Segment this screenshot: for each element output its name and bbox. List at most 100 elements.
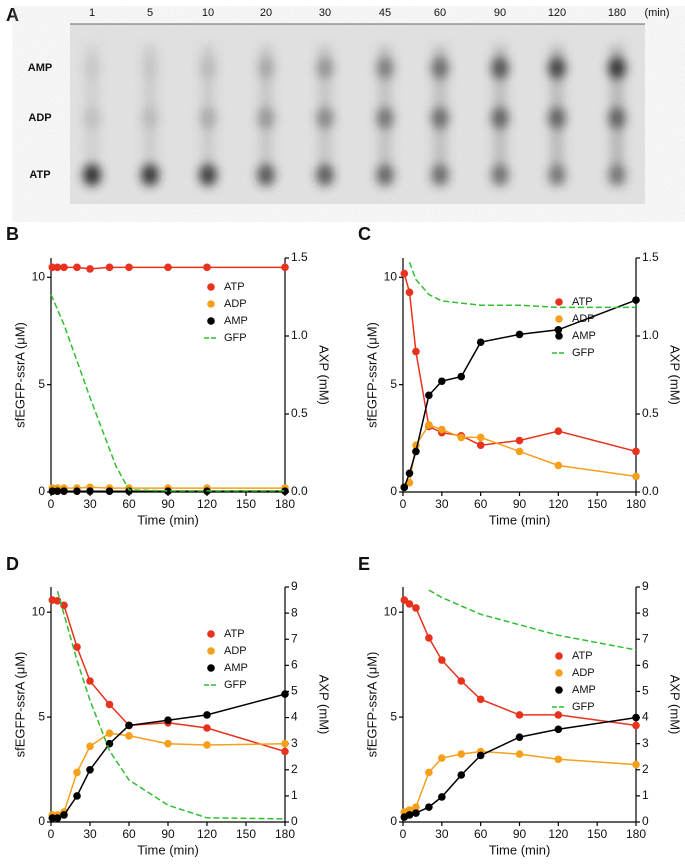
marker [105, 263, 114, 272]
legend-swatch [207, 300, 215, 308]
legend-swatch [555, 669, 563, 677]
y2-tick-label: 6 [291, 658, 298, 672]
legend-label: AMP [224, 315, 248, 327]
y2-tick-label: 0.0 [291, 484, 308, 498]
marker [405, 478, 414, 487]
x-axis-label: Time (min) [489, 512, 551, 527]
legend-label: AMP [224, 662, 248, 674]
marker [48, 487, 57, 496]
marker [48, 814, 57, 822]
legend-swatch [207, 664, 215, 672]
marker [554, 725, 563, 734]
x-tick-label: 150 [236, 497, 256, 511]
marker [73, 263, 81, 272]
x-tick-label: 0 [48, 827, 55, 841]
y-axis-label: sfEGFP-ssrA (μM) [364, 652, 379, 758]
marker [60, 263, 68, 272]
band-spot [431, 107, 449, 129]
y2-tick-label: 1.0 [642, 328, 659, 342]
y-axis-label: sfEGFP-ssrA (μM) [12, 652, 27, 758]
marker [405, 600, 414, 608]
marker [203, 263, 211, 272]
y-tick-label: 5 [38, 377, 45, 391]
y2-tick-label: 0.5 [291, 406, 308, 420]
legend-swatch [207, 283, 215, 291]
y2-tick-label: 2 [642, 762, 649, 776]
legend-label: ADP [224, 298, 247, 310]
y-tick-label: 0 [38, 814, 45, 828]
lane-label: 60 [434, 7, 446, 19]
marker [457, 433, 466, 442]
y-tick-label: 5 [390, 709, 397, 723]
marker [164, 263, 172, 272]
y2-tick-label: 4 [642, 710, 649, 724]
marker [515, 711, 524, 719]
x-tick-label: 30 [83, 497, 97, 511]
x-tick-label: 90 [513, 827, 527, 841]
y2-tick-label: 9 [642, 579, 649, 593]
marker [164, 487, 172, 496]
marker [476, 433, 485, 442]
marker [457, 771, 466, 779]
marker [60, 601, 68, 610]
marker [632, 472, 640, 481]
y-tick-label: 5 [38, 709, 45, 723]
y2-tick-label: 6 [642, 658, 649, 672]
x-tick-label: 150 [587, 827, 607, 841]
band-spot [608, 164, 626, 186]
dashed-line [408, 262, 636, 309]
band-spot [608, 107, 626, 129]
marker [53, 814, 62, 822]
marker [425, 421, 433, 429]
marker [476, 338, 485, 347]
legend-label: ATP [572, 296, 593, 308]
marker [554, 461, 563, 470]
marker [405, 288, 414, 297]
panel-label: D [6, 554, 19, 574]
y-tick-label: 10 [384, 604, 398, 618]
marker [400, 269, 409, 278]
marker [53, 597, 62, 605]
marker [438, 425, 446, 434]
x-tick-label: 90 [513, 497, 527, 511]
marker [105, 700, 114, 709]
x-tick-label: 150 [236, 827, 256, 841]
marker [281, 487, 289, 496]
marker [281, 739, 289, 748]
marker [86, 265, 94, 273]
series-line [403, 599, 637, 727]
panel-label: E [358, 554, 370, 574]
series-line [52, 693, 286, 819]
legend-swatch [555, 315, 563, 323]
y2-tick-label: 8 [642, 605, 649, 619]
y2-tick-label: 8 [291, 605, 298, 619]
x-tick-label: 60 [474, 497, 488, 511]
y2-tick-label: 3 [291, 736, 298, 750]
marker [412, 604, 420, 612]
x-tick-label: 30 [435, 827, 449, 841]
y2-tick-label: 5 [642, 684, 649, 698]
legend-label: GFP [224, 679, 247, 691]
y2-tick-label: 2 [291, 762, 298, 776]
legend-swatch [207, 630, 215, 638]
legend-swatch [555, 332, 563, 340]
unit-label: (min) [644, 7, 669, 19]
marker [425, 803, 433, 811]
y2-tick-label: 0.5 [642, 406, 659, 420]
lane-label: 90 [494, 7, 506, 19]
marker [554, 427, 563, 435]
x-tick-label: 120 [548, 497, 568, 511]
band-spot [199, 164, 217, 186]
marker [412, 809, 420, 817]
y-tick-label: 10 [384, 269, 398, 283]
band-spot [376, 164, 394, 186]
x-tick-label: 120 [548, 827, 568, 841]
marker [476, 441, 485, 450]
marker [105, 739, 114, 748]
y2-tick-label: 1 [642, 788, 649, 802]
band-spot [548, 107, 566, 129]
marker [164, 716, 172, 724]
lane-label: 30 [319, 7, 331, 19]
x-tick-label: 30 [435, 497, 449, 511]
marker [281, 263, 289, 272]
